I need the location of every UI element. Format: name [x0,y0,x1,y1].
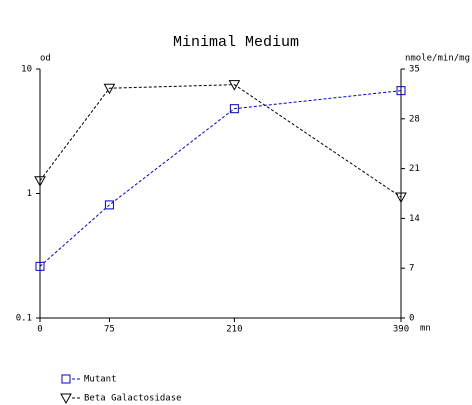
marker-triangle [34,176,46,187]
series-line [39,90,402,267]
legend-label: Mutant [84,375,117,385]
legend-label: Beta Galactosidase [84,394,182,404]
x-tick-label: 0 [37,325,42,335]
y-tick-label: 1 [27,189,32,199]
y-tick-label: 0.1 [16,314,32,324]
x-tick-label: 75 [104,325,115,335]
y-axis-label: od [40,54,51,64]
legend-marker [60,393,72,405]
y2-tick-label: 7 [409,264,414,274]
series-line [39,84,402,198]
marker-triangle [103,83,116,95]
y2-axis-label: nmole/min/mg [405,54,470,64]
x-axis-label: mn [420,324,431,334]
y2-tick-label: 0 [409,314,414,324]
marker-square [35,261,45,271]
y2-tick-label: 35 [409,65,420,75]
marker-triangle [228,80,241,91]
y2-tick-label: 14 [409,214,420,224]
x-tick-label: 390 [393,325,409,335]
marker-square [104,200,114,210]
chart-title: Minimal Medium [173,34,299,51]
y-tick-label: 10 [21,65,32,75]
legend-marker [61,374,71,384]
marker-triangle [395,192,407,204]
x-tick-label: 210 [226,325,242,335]
y2-tick-label: 21 [409,164,420,174]
marker-square [396,86,406,96]
marker-square [229,104,239,114]
y2-tick-label: 28 [409,114,420,124]
